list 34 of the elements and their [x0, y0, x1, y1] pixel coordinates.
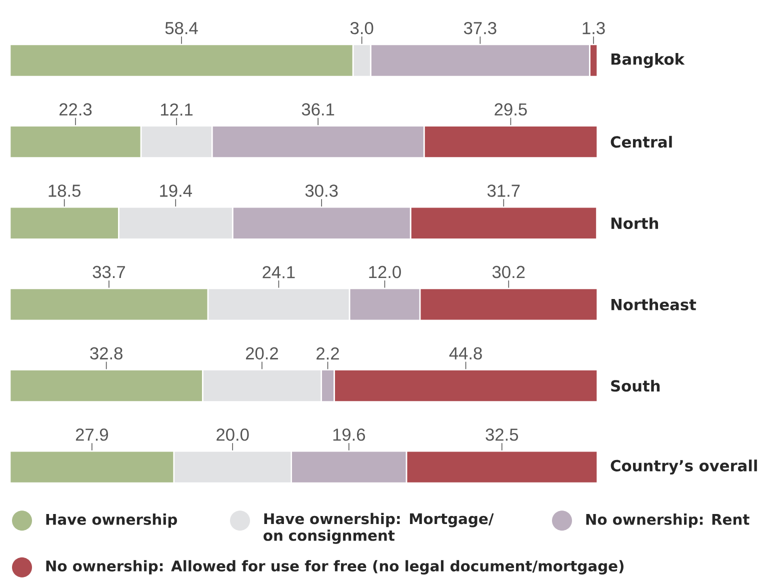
data-label: 12.0	[369, 266, 401, 278]
data-label: 20.2	[246, 347, 278, 360]
data-label: 19.4	[160, 184, 192, 197]
data-label: 24.1	[262, 266, 295, 278]
y-tick-label: Bangkok	[611, 53, 685, 68]
data-label: 29.5	[494, 103, 527, 116]
y-tick-label: Central	[610, 136, 672, 148]
legend-label: Have ownership	[46, 514, 177, 528]
data-label: 36.1	[302, 103, 334, 116]
y-tick-label: Northeast	[611, 298, 696, 310]
data-label: 18.5	[48, 184, 80, 197]
data-label: 2.2	[316, 347, 339, 360]
data-label: 30.2	[492, 266, 525, 278]
legend-label: No ownership: Allowed for use for free (no legal document/mortgage)	[46, 560, 624, 574]
y-tick-label: Country’s overall	[610, 460, 757, 475]
data-label: 19.6	[333, 428, 366, 441]
data-label: 22.3	[60, 103, 92, 116]
data-label: 32.8	[90, 347, 122, 360]
data-label: 27.9	[76, 428, 108, 441]
legend-label: Have ownership: Mortgage/ on consignment	[264, 512, 494, 544]
data-label: 32.5	[486, 428, 518, 441]
data-label: 33.7	[92, 266, 125, 278]
data-label: 20.0	[216, 428, 249, 441]
y-tick-label: South	[611, 380, 660, 392]
data-label: 58.4	[165, 22, 198, 34]
data-label: 12.1	[160, 103, 193, 116]
data-label: 30.3	[305, 184, 338, 197]
legend-label: No ownership: Rent	[586, 514, 750, 528]
data-label: 3.0	[350, 22, 374, 34]
data-label: 37.3	[464, 22, 496, 34]
data-label: 44.8	[449, 347, 482, 360]
data-label: 1.3	[582, 22, 605, 34]
data-label: 31.7	[487, 184, 520, 197]
y-tick-label: North	[611, 217, 658, 230]
